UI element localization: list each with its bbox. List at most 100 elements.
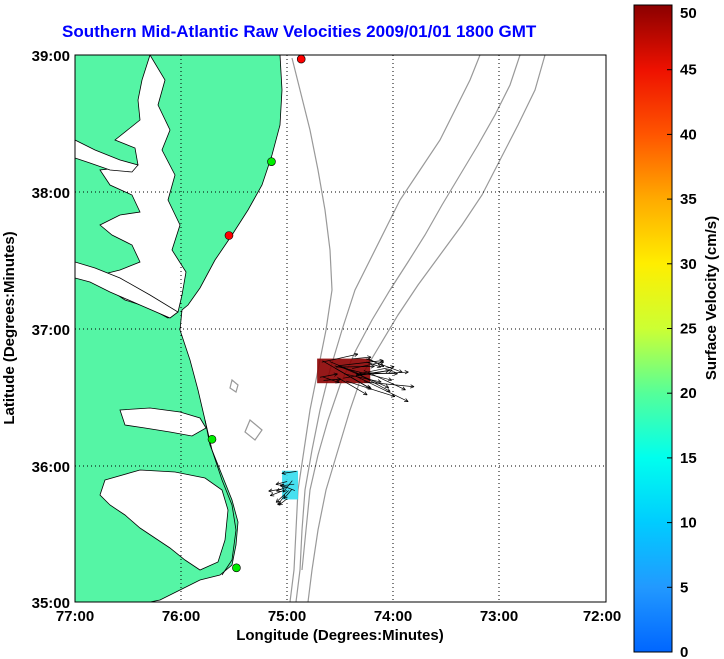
velocity-arrowhead <box>387 388 391 392</box>
velocity-arrowhead <box>282 490 287 493</box>
velocity-arrowhead <box>393 373 398 376</box>
velocity-arrowhead <box>370 364 375 367</box>
map-title: Southern Mid-Atlantic Raw Velocities 200… <box>62 22 537 41</box>
velocity-arrow <box>275 490 289 503</box>
velocity-arrowhead <box>333 372 338 375</box>
velocity-arrow <box>322 376 340 383</box>
colorbar-ticks: 0 5 10 15 20 25 30 35 40 45 50 <box>667 4 697 659</box>
y-axis: 39:00 38:00 37:00 36:00 35:00 Latitude (… <box>1 48 70 612</box>
velocity-arrow <box>281 471 297 474</box>
colorbar-tick-label: 15 <box>680 450 697 467</box>
colorbar-tick-label: 25 <box>680 321 697 338</box>
chesapeake-bay <box>99 55 187 319</box>
velocity-arrowhead <box>278 503 283 506</box>
y-tick-label: 39:00 <box>32 48 70 65</box>
velocity-arrowhead <box>380 361 385 365</box>
velocity-arrow <box>275 481 288 485</box>
radar-station-marker <box>224 231 234 240</box>
velocity-arrow <box>268 488 283 492</box>
x-tick-label: 77:00 <box>56 608 94 625</box>
map-grid <box>75 55 606 602</box>
x-tick-label: 76:00 <box>162 608 200 625</box>
velocity-arrowhead <box>390 396 395 398</box>
velocity-arrowhead <box>367 356 372 360</box>
velocity-arrowhead <box>283 496 288 500</box>
potomac-river <box>75 139 139 173</box>
velocity-arrow <box>270 490 284 497</box>
velocity-arrowhead <box>377 379 382 383</box>
radar-station-marker <box>267 157 276 166</box>
velocity-arrowhead <box>404 370 409 373</box>
velocity-vectors <box>268 352 415 506</box>
velocity-arrow <box>336 365 375 368</box>
velocity-arrowhead <box>279 484 284 489</box>
y-tick-label: 35:00 <box>32 595 70 612</box>
velocity-arrowhead <box>402 386 406 391</box>
velocity-arrowhead <box>282 488 285 493</box>
velocity-arrow <box>352 361 384 369</box>
velocity-arrowhead <box>268 490 273 493</box>
velocity-arrow <box>329 361 363 376</box>
velocity-arrowhead <box>405 398 409 402</box>
velocity-arrow <box>338 360 384 367</box>
velocity-arrowhead <box>379 360 384 363</box>
velocity-arrowhead <box>399 369 403 373</box>
velocity-arrowhead <box>370 366 375 369</box>
colorbar-tick-label: 20 <box>680 385 697 402</box>
x-tick-label: 73:00 <box>480 608 518 625</box>
velocity-arrowhead <box>275 484 280 486</box>
y-axis-label: Latitude (Degrees:Minutes) <box>1 231 18 424</box>
velocity-arrow <box>356 366 395 375</box>
velocity-arrowhead <box>388 368 393 371</box>
x-tick-label: 75:00 <box>268 608 306 625</box>
velocity-arrow <box>355 375 409 402</box>
colorbar-tick-label: 5 <box>680 579 688 596</box>
velocity-arrow <box>278 498 288 506</box>
velocity-arrow <box>366 361 381 368</box>
velocity-arrow <box>319 373 338 378</box>
velocity-arrowhead <box>278 501 281 506</box>
velocity-arrow <box>334 367 372 390</box>
y-tick-label: 36:00 <box>32 459 70 476</box>
radar-station-marker <box>232 563 241 573</box>
outer-banks <box>204 419 237 576</box>
albemarle-sound <box>119 407 207 437</box>
james-river <box>75 261 179 319</box>
colorbar-gradient <box>633 4 673 653</box>
velocity-arrow <box>351 356 372 360</box>
colorbar-tick-label: 35 <box>680 191 697 208</box>
map-frame <box>74 54 607 603</box>
y-tick-label: 38:00 <box>32 185 70 202</box>
velocity-arrowhead <box>388 377 393 381</box>
velocity-arrow <box>338 365 389 388</box>
radar-stations <box>207 55 306 573</box>
velocity-arrow <box>337 377 368 396</box>
velocity-arrowhead <box>281 473 286 476</box>
colorbar-tick-label: 0 <box>680 644 688 659</box>
velocity-arrowhead <box>385 368 390 371</box>
velocity-arrowhead <box>377 381 382 384</box>
colorbar-tick-label: 40 <box>680 126 697 143</box>
velocity-arrowhead <box>410 384 415 388</box>
x-tick-label: 74:00 <box>374 608 412 625</box>
velocity-arrow <box>282 480 293 493</box>
colorbar-tick-label: 45 <box>680 62 697 79</box>
velocity-arrowhead <box>275 481 280 485</box>
velocity-arrowhead <box>364 391 368 396</box>
velocity-arrowhead <box>393 371 398 375</box>
velocity-arrowhead <box>388 370 393 373</box>
velocity-arrowhead <box>377 364 382 368</box>
velocity-cluster-nearshore <box>282 470 299 500</box>
velocity-arrowhead <box>385 384 389 388</box>
velocity-arrowhead <box>387 379 392 382</box>
colorbar: 0 5 10 15 20 25 30 35 40 45 50 Surface Velocity (c… <box>633 4 720 659</box>
radar-station-marker <box>296 55 306 64</box>
velocity-arrow <box>321 353 358 363</box>
x-axis-label: Longitude (Degrees:Minutes) <box>236 627 444 644</box>
velocity-arrowhead <box>275 500 281 503</box>
velocity-arrow <box>283 489 292 499</box>
radar-station-marker <box>207 434 217 444</box>
velocity-arrow <box>277 495 286 505</box>
velocity-arrowhead <box>385 369 390 373</box>
